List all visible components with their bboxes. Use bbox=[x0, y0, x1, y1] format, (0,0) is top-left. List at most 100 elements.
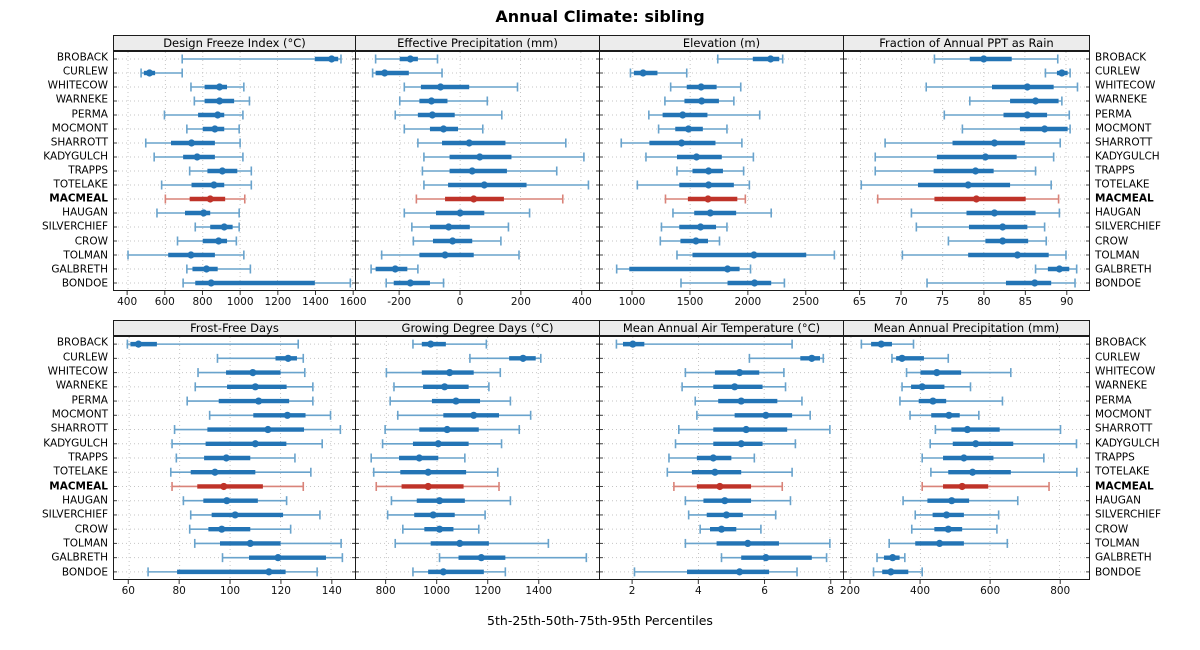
station-label-crow: CROW bbox=[74, 523, 108, 536]
percentile-row-perma bbox=[186, 396, 314, 406]
percentile-row-curlew bbox=[140, 68, 183, 78]
percentile-row-silverchief bbox=[914, 510, 1000, 520]
station-label-tolman: TOLMAN bbox=[1095, 537, 1140, 550]
station-labels-bottom-left: BROBACK CURLEW WHITECOW WARNEKE PERMA MOCMONT… bbox=[14, 336, 108, 580]
median-dot bbox=[255, 397, 263, 405]
percentile-row-crow bbox=[412, 236, 502, 246]
median-dot bbox=[990, 139, 999, 147]
percentile-row-tolman bbox=[193, 538, 342, 548]
station-label-perma: PERMA bbox=[71, 394, 108, 407]
percentile-row-tolman bbox=[394, 538, 550, 548]
station-label-kadygulch: KADYGULCH bbox=[1095, 437, 1160, 450]
percentile-row-crow bbox=[659, 236, 721, 246]
median-dot bbox=[328, 55, 336, 63]
panel-plot-mean-annual-air-temperature bbox=[599, 336, 844, 580]
axis-tick-label: 65 bbox=[853, 296, 866, 308]
station-label-curlew: CURLEW bbox=[62, 351, 108, 364]
percentile-row-haugan bbox=[390, 496, 512, 506]
median-dot bbox=[918, 383, 926, 391]
percentile-row-curlew bbox=[469, 353, 542, 363]
axis-tick-label: 600 bbox=[155, 296, 175, 308]
percentile-row-haugan bbox=[403, 208, 531, 218]
median-dot bbox=[187, 251, 195, 259]
median-dot bbox=[704, 195, 712, 203]
percentile-row-sharrott bbox=[173, 425, 342, 435]
percentile-row-trapps bbox=[370, 453, 466, 463]
panel-canvas bbox=[600, 52, 843, 290]
percentile-row-totelake bbox=[930, 467, 1078, 477]
percentile-row-mocmont bbox=[396, 410, 532, 420]
axis-canvas: 65 70 75 80 85 90 bbox=[853, 291, 1073, 308]
percentile-row-crow bbox=[402, 524, 480, 534]
station-label-sharrott: SHARROTT bbox=[50, 136, 108, 149]
median-dot bbox=[721, 497, 729, 505]
median-dot bbox=[942, 511, 951, 519]
station-label-totelake: TOTELAKE bbox=[1095, 465, 1150, 478]
percentile-row-broback bbox=[933, 54, 1059, 64]
median-dot bbox=[1055, 265, 1064, 273]
median-dot bbox=[440, 383, 449, 391]
x-axis-caption: 5th-25th-50th-75th-95th Percentiles bbox=[487, 613, 713, 628]
station-label-bondoe: BONDOE bbox=[61, 566, 108, 579]
median-dot bbox=[722, 511, 731, 519]
median-dot bbox=[972, 440, 980, 448]
percentile-row-perma bbox=[163, 110, 244, 120]
median-dot bbox=[470, 195, 478, 203]
percentile-row-whitecow bbox=[197, 368, 306, 378]
panel-strip-fraction-ppt-rain: Fraction of Annual PPT as Rain bbox=[843, 35, 1090, 51]
panel-plot-elevation bbox=[599, 51, 844, 291]
median-dot bbox=[696, 223, 705, 231]
station-label-perma: PERMA bbox=[71, 108, 108, 121]
station-label-trapps: TRAPPS bbox=[1095, 451, 1135, 464]
percentile-row-broback bbox=[716, 54, 784, 64]
median-dot bbox=[445, 223, 453, 231]
percentile-row-kadygulch bbox=[171, 439, 323, 449]
median-dot bbox=[704, 167, 713, 175]
percentile-row-broback bbox=[860, 339, 915, 349]
median-dot bbox=[436, 83, 445, 91]
percentile-row-bondoe bbox=[872, 567, 923, 577]
median-dot bbox=[456, 539, 464, 548]
axis-tick-label: 100 bbox=[220, 585, 240, 597]
median-dot bbox=[1058, 69, 1066, 77]
percentile-row-silverchief bbox=[411, 222, 510, 232]
median-dot bbox=[684, 125, 693, 133]
percentile-row-trapps bbox=[421, 166, 558, 176]
median-dot bbox=[477, 554, 485, 562]
panel-title: Mean Annual Air Temperature (°C) bbox=[622, 321, 821, 335]
panel-canvas bbox=[114, 337, 355, 579]
percentile-row-warneke bbox=[681, 382, 787, 392]
station-label-whitecow: WHITECOW bbox=[47, 365, 108, 378]
station-label-broback: BROBACK bbox=[1095, 51, 1147, 64]
median-dot bbox=[887, 568, 895, 576]
median-dot bbox=[731, 383, 739, 391]
median-dot bbox=[963, 425, 971, 434]
percentile-row-silverchief bbox=[915, 222, 1046, 232]
median-dot bbox=[935, 539, 944, 548]
axis-tick-label: 1000 bbox=[619, 296, 646, 308]
median-dot bbox=[958, 482, 966, 491]
percentile-row-haugan bbox=[156, 208, 240, 218]
median-dot bbox=[999, 237, 1007, 245]
median-dot bbox=[750, 251, 758, 259]
median-dot bbox=[439, 568, 447, 576]
percentile-row-warneke bbox=[194, 382, 314, 392]
percentile-row-silverchief bbox=[194, 222, 240, 232]
median-dot bbox=[429, 511, 437, 519]
median-dot bbox=[692, 153, 701, 161]
panel-title: Frost-Free Days bbox=[190, 321, 279, 335]
median-dot bbox=[468, 167, 476, 175]
percentile-row-sharrott bbox=[884, 138, 1062, 148]
percentile-row-whitecow bbox=[669, 82, 742, 92]
median-dot bbox=[711, 468, 719, 476]
station-label-curlew: CURLEW bbox=[62, 65, 108, 78]
station-label-haugan: HAUGAN bbox=[1095, 494, 1141, 507]
median-dot bbox=[435, 525, 444, 533]
axis-canvas: 800 1000 1200 1400 bbox=[376, 580, 552, 597]
station-label-trapps: TRAPPS bbox=[68, 451, 108, 464]
panel-plot-effective-precipitation bbox=[355, 51, 600, 291]
percentile-row-silverchief bbox=[189, 510, 321, 520]
median-dot bbox=[218, 167, 226, 175]
panel-title: Design Freeze Index (°C) bbox=[163, 36, 306, 50]
median-dot bbox=[207, 279, 215, 287]
